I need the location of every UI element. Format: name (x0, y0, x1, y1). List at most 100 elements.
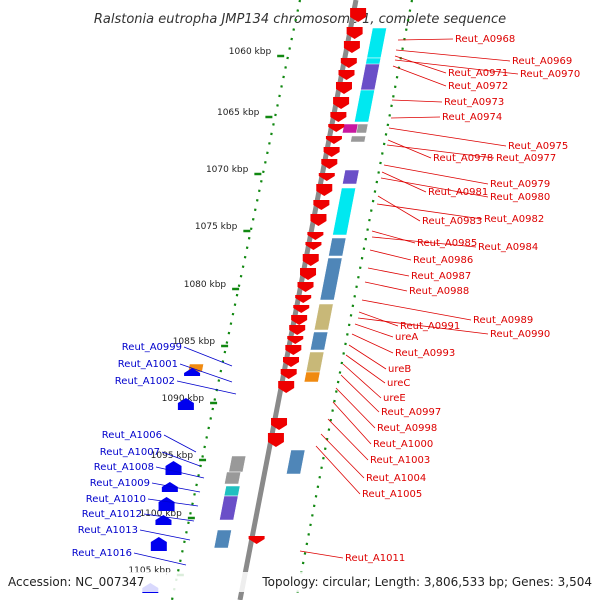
leader-line (335, 387, 376, 429)
tick-label: 1060 kbp (229, 47, 272, 57)
forward-gene-arrow (343, 41, 360, 53)
cog-feature-block (310, 331, 329, 351)
leader-line (394, 55, 447, 74)
tick-label: 1100 kbp (139, 509, 182, 519)
reverse-gene-arrow (184, 368, 201, 376)
gene-label-reut-a1008: Reut_A1008 (94, 462, 154, 473)
leader-line (388, 127, 507, 147)
leader-line (183, 346, 233, 367)
cog-feature-block (342, 169, 360, 185)
reverse-gene-arrow (165, 461, 182, 475)
forward-gene-arrow (291, 315, 308, 325)
leader-line (369, 249, 412, 261)
gene-label-reut-a1010: Reut_A1010 (86, 494, 146, 505)
leader-line (147, 498, 199, 507)
forward-gene-arrow (335, 82, 352, 94)
leader-line (392, 65, 447, 87)
gene-label-reut-a0997: Reut_A0997 (381, 407, 441, 418)
cog-feature-block (224, 471, 242, 485)
gene-label-reut-a0989: Reut_A0989 (473, 315, 533, 326)
gene-label-reut-a0979: Reut_A0979 (490, 179, 550, 190)
reverse-gene-arrow (150, 537, 167, 551)
reverse-gene-arrow (161, 482, 178, 492)
reverse-gene-arrow (177, 398, 194, 410)
gene-label-urec: ureC (387, 378, 410, 389)
gene-label-reut-a0975: Reut_A0975 (508, 141, 568, 152)
gene-label-reut-a1002: Reut_A1002 (115, 376, 175, 387)
leader-line (143, 513, 195, 522)
cog-feature-block (319, 257, 343, 301)
gene-label-reut-a1006: Reut_A1006 (102, 430, 162, 441)
cog-feature-block (350, 135, 367, 143)
leader-line (342, 363, 382, 399)
footer-backdrop (0, 572, 600, 592)
leader-line (348, 344, 387, 370)
cog-feature-block (354, 89, 375, 123)
forward-gene-arrow (318, 173, 335, 181)
reverse-gene-arrow (158, 497, 175, 511)
leader-line (380, 177, 489, 198)
leader-line (354, 323, 394, 338)
forward-gene-arrow (302, 254, 319, 266)
leader-line (351, 333, 394, 354)
leader-line (371, 236, 477, 248)
forward-gene-arrow (346, 27, 363, 39)
gene-label-reut-a0973: Reut_A0973 (444, 97, 504, 108)
cog-feature-block (360, 63, 380, 91)
gene-label-reut-a0988: Reut_A0988 (409, 286, 469, 297)
leader-line (394, 59, 519, 75)
leader-line (139, 529, 191, 541)
tick-label: 1105 kbp (128, 566, 171, 576)
gene-label-reut-a1007: Reut_A1007 (100, 447, 160, 458)
gene-label-reut-a1000: Reut_A1000 (373, 439, 433, 450)
gene-label-reut-a0970: Reut_A0970 (520, 69, 580, 80)
cog-feature-block (286, 449, 306, 475)
tick-label: 1070 kbp (206, 165, 249, 175)
leader-line (345, 354, 386, 384)
leader-line (315, 445, 361, 495)
forward-gene-arrow (248, 536, 265, 544)
leader-line (361, 299, 472, 321)
forward-gene-arrow (297, 282, 314, 292)
leader-line (386, 144, 495, 159)
cog-feature-block (341, 123, 359, 134)
leader-line (357, 317, 489, 335)
forward-gene-arrow (350, 8, 367, 22)
forward-gene-arrow (300, 268, 317, 280)
accession-text: Accession: NC_007347 (8, 575, 144, 589)
forward-gene-arrow (289, 325, 306, 335)
leader-line (376, 203, 483, 220)
leader-line (327, 418, 369, 461)
forward-gene-arrow (323, 147, 340, 157)
forward-gene-arrow (310, 214, 327, 226)
forward-gene-arrow (340, 58, 357, 68)
gene-label-reut-a0983: Reut_A0983 (422, 216, 482, 227)
leader-line (299, 550, 344, 559)
topology-text: Topology: circular; Length: 3,806,533 bp… (261, 575, 592, 589)
tick-label: 1085 kbp (173, 337, 216, 347)
cog-feature-block (332, 187, 356, 236)
gene-label-reut-a1012: Reut_A1012 (82, 509, 142, 520)
leader-line (151, 482, 201, 493)
gene-label-reut-a0982: Reut_A0982 (484, 214, 544, 225)
forward-gene-arrow (295, 295, 312, 303)
forward-gene-arrow (305, 242, 322, 250)
forward-gene-arrow (325, 136, 342, 144)
gene-label-reut-a0999: Reut_A0999 (122, 342, 182, 353)
cog-feature-block (213, 529, 232, 549)
forward-gene-arrow (271, 418, 288, 430)
gene-label-reut-a0990: Reut_A0990 (490, 329, 550, 340)
leader-line (179, 363, 233, 383)
gene-labels: Reut_A0968 Reut_A0969 Reut_A0971 Reut_A0970… (72, 34, 580, 566)
gene-label-reut-a0977: Reut_A0977 (496, 153, 556, 164)
forward-gene-arrow (267, 433, 284, 447)
cog-feature-block (303, 371, 321, 383)
gene-label-reut-a1003: Reut_A1003 (370, 455, 430, 466)
gene-label-reut-a0986: Reut_A0986 (413, 255, 473, 266)
forward-gene-arrow (280, 369, 297, 379)
gene-label-reut-a0969: Reut_A0969 (512, 56, 572, 67)
cog-feature-block (223, 485, 241, 497)
leader-line (176, 380, 237, 395)
leader-line (377, 195, 421, 222)
